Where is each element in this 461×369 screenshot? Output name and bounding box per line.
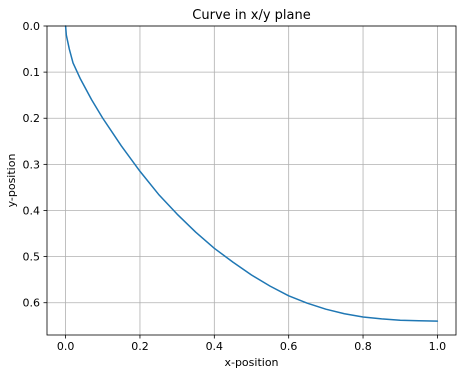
chart-title: Curve in x/y plane xyxy=(192,8,310,23)
x-tick-label: 0.0 xyxy=(57,340,75,353)
grid xyxy=(47,25,456,335)
x-tick-label: 0.8 xyxy=(354,340,372,353)
y-tick-label: 0.1 xyxy=(23,66,41,79)
y-tick-label: 0.3 xyxy=(23,158,41,171)
plot-frame xyxy=(46,25,457,336)
x-tick-label: 1.0 xyxy=(429,340,447,353)
series-layer xyxy=(64,25,439,322)
ticks: 0.0 0.2 0.4 0.6 0.8 1.0 0.0 0.1 0.2 0.3 0.4 0.5 0.6 xyxy=(23,20,447,353)
x-tick-label: 0.6 xyxy=(280,340,298,353)
y-tick-label: 0.5 xyxy=(23,251,41,264)
series-line-0 xyxy=(64,25,439,322)
x-tick-label: 0.2 xyxy=(131,340,149,353)
x-axis-label: x-position xyxy=(224,356,278,369)
y-tick-label: 0.4 xyxy=(23,204,41,217)
y-tick-label: 0.2 xyxy=(23,112,41,125)
y-tick-label: 0.0 xyxy=(23,20,41,33)
x-tick-label: 0.4 xyxy=(206,340,224,353)
y-tick-label: 0.6 xyxy=(23,297,41,310)
y-axis-label: y-position xyxy=(5,154,18,208)
